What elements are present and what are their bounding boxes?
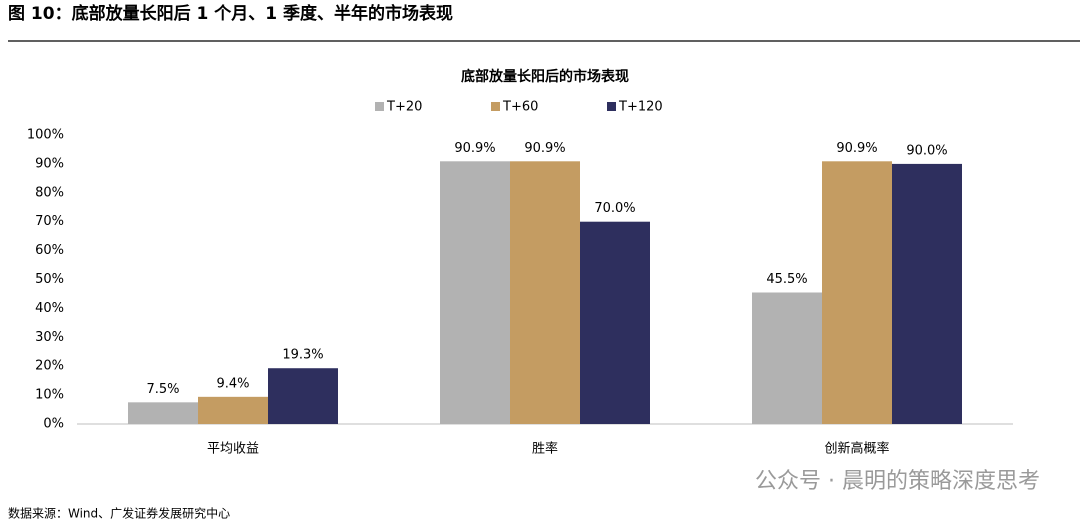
bar bbox=[510, 161, 580, 424]
value-label: 7.5% bbox=[146, 382, 179, 397]
value-label: 90.9% bbox=[836, 141, 877, 156]
y-tick-label: 100% bbox=[27, 128, 64, 143]
value-label: 90.0% bbox=[906, 143, 947, 158]
bar bbox=[752, 292, 822, 424]
bar bbox=[822, 161, 892, 424]
y-tick-label: 90% bbox=[35, 156, 64, 171]
y-tick-label: 20% bbox=[35, 359, 64, 374]
bar bbox=[440, 161, 510, 424]
y-tick-label: 40% bbox=[35, 301, 64, 316]
legend-label: T+120 bbox=[618, 100, 663, 115]
bar bbox=[268, 368, 338, 424]
y-tick-label: 10% bbox=[35, 388, 64, 403]
value-label: 45.5% bbox=[766, 272, 807, 287]
bar bbox=[128, 402, 198, 424]
y-tick-label: 80% bbox=[35, 185, 64, 200]
value-label: 9.4% bbox=[216, 376, 249, 391]
y-tick-label: 0% bbox=[43, 417, 64, 432]
y-tick-label: 70% bbox=[35, 214, 64, 229]
chart-title: 底部放量长阳后的市场表现 bbox=[461, 68, 629, 85]
bar bbox=[198, 396, 268, 424]
legend-swatch bbox=[375, 102, 384, 111]
value-label: 19.3% bbox=[282, 348, 323, 363]
figure-title: 图 10：底部放量长阳后 1 个月、1 季度、半年的市场表现 bbox=[8, 3, 453, 24]
x-tick-label: 创新高概率 bbox=[824, 441, 889, 457]
y-tick-label: 50% bbox=[35, 272, 64, 287]
y-tick-label: 60% bbox=[35, 243, 64, 258]
value-label: 70.0% bbox=[594, 201, 635, 216]
watermark: 公众号 · 晨明的策略深度思考 bbox=[755, 469, 1040, 494]
x-tick-label: 平均收益 bbox=[207, 442, 259, 457]
legend-swatch bbox=[607, 102, 616, 111]
x-tick-label: 胜率 bbox=[532, 441, 558, 457]
bar bbox=[580, 221, 650, 424]
value-label: 90.9% bbox=[454, 141, 495, 156]
source-note: 数据来源：Wind、广发证券发展研究中心 bbox=[8, 506, 230, 521]
legend-swatch bbox=[491, 102, 500, 111]
legend-label: T+20 bbox=[386, 100, 422, 115]
y-tick-label: 30% bbox=[35, 330, 64, 345]
legend-label: T+60 bbox=[502, 100, 538, 115]
value-label: 90.9% bbox=[524, 141, 565, 156]
bar bbox=[892, 163, 962, 424]
